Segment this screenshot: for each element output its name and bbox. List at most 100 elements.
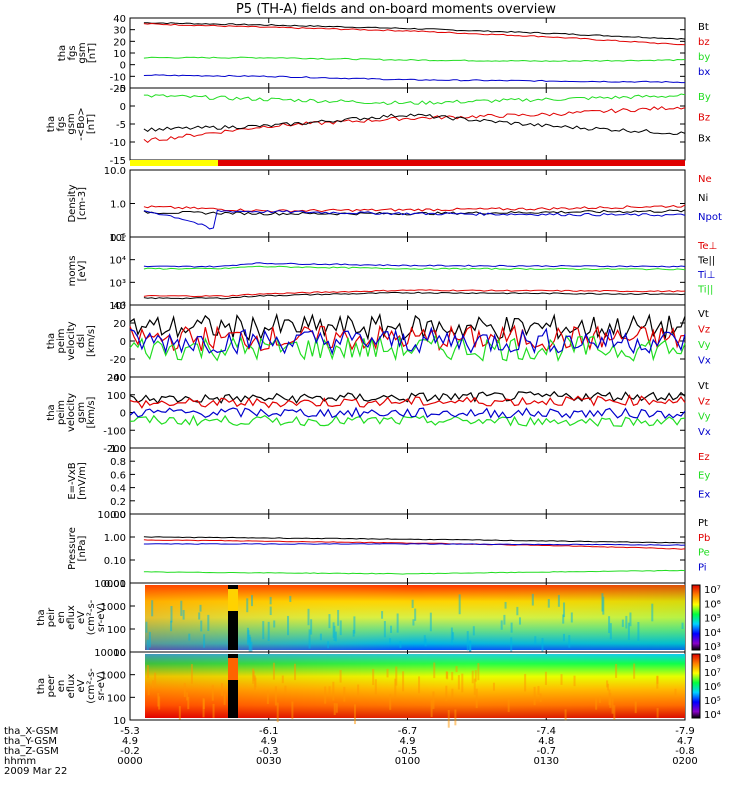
y-axis-label: en [56,680,67,693]
legend-label: Ti|| [697,285,713,296]
spectrogram-speckle [541,638,544,653]
spectrogram-speckle [337,609,340,626]
series-line-Pe [143,569,686,575]
spectrogram-speckle [430,700,433,717]
legend-label: Ne [698,174,712,185]
spectrogram-speckle [454,709,457,726]
x-axis-row-label: hhmm [4,756,36,767]
series-line-by [143,56,686,62]
spectrogram-speckle [634,701,637,714]
spectrogram-speckle [190,664,193,684]
y-tick-label: 0.2 [110,497,126,508]
panel-10: tha peer en eflux eV (cm²-s-sr-eV) 10000 1000 10… [36,648,721,728]
spectrogram-speckle [570,612,573,623]
y-axis-label: eV [76,611,87,624]
spectrogram-speckle [445,671,448,679]
x-axis-row-label: tha_Z-GSM [4,746,59,757]
spectrogram-speckle [656,676,659,689]
y-axis-label: [nT] [87,43,98,63]
spectrogram-speckle [202,699,205,710]
y-axis-label: fgs [56,116,67,131]
spectrogram-speckle [374,679,377,695]
spectrogram-speckle [250,641,253,658]
spectrogram-speckle [510,622,513,633]
spectrogram-speckle [332,681,335,701]
spectrogram-speckle [254,677,257,688]
spectrogram-speckle [633,663,636,679]
spectrogram-speckle [474,670,477,682]
spectrogram-speckle [333,703,336,716]
spectrogram-speckle [402,671,405,692]
y-tick-label: 1.0 [110,444,126,455]
y-tick-label: 10² [109,301,126,312]
legend-label: Vt [698,309,709,320]
y-tick-label: 10³ [109,278,126,289]
series-line-Vy [129,414,686,427]
y-axis-label: peim [56,328,67,353]
spectrogram-speckle [207,614,210,632]
spectrogram-speckle [537,686,540,695]
spectrogram-speckle [151,680,154,689]
series-line-Pt [143,536,686,544]
spectrogram-speckle [357,684,360,697]
spectrogram-speckle [637,622,640,641]
y-tick-label: 100 [107,391,126,402]
y-tick-label: 10 [113,648,126,659]
spectrogram-speckle [560,674,563,685]
spectrogram-speckle [492,682,495,691]
y-axis-label: moms [67,256,78,287]
legend-label: Bt [698,22,709,33]
data-gap-segment [228,658,238,680]
spectrogram-speckle [524,673,527,692]
x-axis-value: -6.1 [259,726,279,737]
series-line-Te⊥ [143,289,686,298]
spectrogram-speckle [510,637,513,656]
spectrogram-speckle [386,668,389,678]
panel-frame [129,236,686,306]
panel-6: tha peim velocity gsm [km/s] 200 100 0 -100 -200 V… [46,373,711,455]
y-axis-label: [km/s] [86,396,97,428]
series-line-Ti|| [143,265,686,271]
y-tick-label: 0.10 [104,556,126,567]
series-line-Bt [143,22,686,40]
spectrogram-speckle [390,625,393,633]
y-axis-label: [nPa] [77,535,88,561]
series-line-Vt [129,312,686,342]
spectrogram-speckle [461,673,464,693]
y-axis-label: eflux [66,674,77,699]
spectrogram-speckle [335,703,338,713]
spectrogram-speckle [424,638,427,647]
colorbar-tick-label: 10⁴ [704,710,721,721]
spectrogram-speckle [466,631,469,651]
y-axis-label: -<Bo> [76,107,87,140]
spectrogram-speckle [249,637,252,649]
panel-9: tha peir en eflux eV (cm²-s-sr-eV) 10000 1000 10… [36,579,721,660]
legend-label: Vx [698,356,711,367]
y-axis-label: [cm-3] [77,187,88,220]
x-axis-row-label: 2009 Mar 22 [4,766,67,777]
y-tick-label: 0.0 [110,510,126,521]
spectrogram-speckle [656,708,659,718]
spectrogram-speckle [563,602,566,618]
y-tick-label: 0 [120,409,126,420]
spectrogram-speckle [178,706,181,720]
spectrogram-speckle [307,608,310,626]
panel-4: moms [eV] 10⁵ 10⁴ 10³ 10² Te⊥ Te|| Ti⊥ Ti|| [67,233,717,312]
y-axis-label: [eV] [77,261,88,282]
spectrogram-speckle [533,686,536,706]
spectrogram-speckle [473,678,476,696]
series-line-Vx [129,406,686,419]
mode-bar-yellow [130,160,218,166]
series-line-Vt [129,390,686,404]
spectrogram-speckle [246,598,249,613]
panel-5: tha peim velocity dsl [km/s]40200-20-40VtVzV… [46,301,711,384]
y-axis-label: sr-eV) [96,671,107,700]
spectrogram-speckle [414,608,417,621]
y-axis-label: gsm [66,113,77,134]
x-axis-value: 0000 [117,756,142,767]
series-line-Npot [143,209,686,230]
legend-label: Vy [698,412,711,423]
panel-7: E=-VxB [mV/m] 1.0 0.8 0.6 0.4 0.2 0.0 Ez Ey Ex [67,444,710,521]
spectrogram-speckle [269,596,272,605]
